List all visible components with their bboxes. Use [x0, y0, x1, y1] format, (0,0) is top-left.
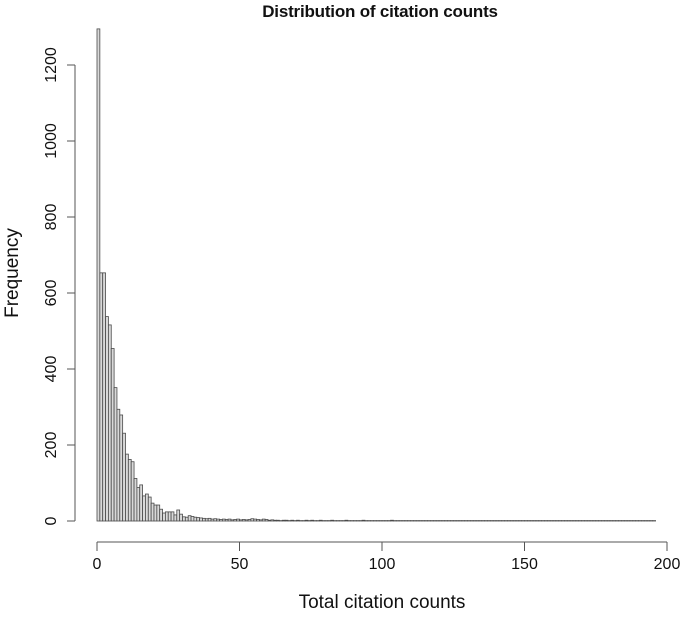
- x-tick-label: 0: [93, 556, 102, 573]
- histogram-bar: [110, 348, 115, 522]
- histogram-bar: [202, 517, 206, 522]
- histogram-bar: [296, 519, 300, 522]
- histogram-bar: [219, 519, 223, 522]
- histogram-bar: [116, 408, 121, 522]
- histogram-bar: [290, 519, 295, 522]
- histogram-bar: [145, 493, 149, 522]
- histogram-bar: [241, 519, 246, 522]
- histogram-bar: [147, 496, 152, 522]
- histogram-bar: [133, 478, 138, 522]
- x-tick-label: 150: [511, 556, 538, 573]
- x-tick-label: 50: [231, 556, 249, 573]
- histogram-bar: [99, 272, 104, 522]
- histogram-bar: [250, 518, 255, 522]
- x-tick-label: 100: [369, 556, 396, 573]
- histogram-bar: [216, 518, 220, 522]
- histogram-bar: [187, 515, 192, 522]
- y-tick-label: 400: [43, 356, 60, 383]
- histogram-bar: [310, 519, 314, 522]
- histogram-bar: [179, 513, 183, 522]
- x-axis: 0 50 100 150 200: [93, 541, 681, 573]
- x-axis-label: Total citation counts: [298, 592, 466, 613]
- histogram-bar: [113, 387, 118, 522]
- histogram-bar: [125, 453, 129, 522]
- histogram-bar: [256, 519, 260, 522]
- y-tick-label: 800: [43, 204, 60, 231]
- histogram-bar: [193, 516, 198, 522]
- histogram-bar: [207, 517, 212, 522]
- histogram-bar: [244, 519, 249, 522]
- histogram-bar: [264, 519, 269, 522]
- histogram-bar: [344, 519, 349, 522]
- chart-title: Distribution of citation counts: [262, 2, 498, 21]
- histogram-bar: [167, 511, 172, 522]
- histogram-bar: [102, 272, 106, 522]
- histogram-bar: [213, 518, 218, 522]
- histogram-bar: [273, 519, 277, 522]
- histogram-bar: [105, 316, 109, 522]
- histogram-bars: [96, 28, 656, 522]
- histogram-bar: [96, 28, 101, 522]
- histogram-bar: [196, 517, 200, 522]
- histogram-bar: [159, 508, 163, 522]
- histogram-bar: [284, 519, 289, 522]
- histogram-bar: [361, 519, 366, 522]
- histogram-bar: [190, 516, 195, 522]
- histogram-bar: [247, 519, 252, 522]
- y-tick-label: 1000: [43, 123, 60, 159]
- histogram-bar: [239, 519, 243, 522]
- histogram-bar: [184, 516, 189, 522]
- histogram-bar: [270, 519, 275, 522]
- histogram-bar: [182, 516, 186, 522]
- histogram-bar: [330, 519, 334, 522]
- histogram-bar: [230, 519, 235, 522]
- histogram-bar: [150, 502, 155, 522]
- histogram-bar: [281, 519, 286, 522]
- histogram-bar: [153, 504, 158, 522]
- histogram-bar: [156, 504, 161, 522]
- histogram-bar: [119, 414, 124, 522]
- y-axis: 0 200 400 600 800 1000 1200: [43, 47, 76, 525]
- histogram-bar: [236, 518, 240, 522]
- histogram-bar: [136, 487, 141, 522]
- histogram-bar: [221, 518, 226, 522]
- y-tick-label: 0: [43, 516, 60, 525]
- histogram-bar: [108, 324, 112, 522]
- histogram-bar: [233, 519, 238, 522]
- histogram-bar: [224, 519, 229, 522]
- histogram-bar: [261, 518, 266, 522]
- histogram-bar: [304, 519, 309, 522]
- histogram-bar: [176, 509, 181, 522]
- histogram-bar: [210, 518, 215, 522]
- histogram-bar: [130, 461, 135, 522]
- histogram-bar: [204, 518, 209, 522]
- histogram-bar: [139, 484, 143, 522]
- histogram-bar: [199, 517, 203, 522]
- histogram-bar: [276, 519, 280, 522]
- histogram-bar: [267, 519, 272, 522]
- histogram-bar: [259, 519, 263, 522]
- histogram-bar: [162, 512, 166, 522]
- y-tick-label: 1200: [43, 47, 60, 83]
- histogram-bar: [122, 432, 126, 522]
- histogram-bar: [390, 519, 394, 522]
- y-tick-label: 200: [43, 432, 60, 459]
- histogram-bar: [170, 511, 175, 522]
- y-tick-label: 600: [43, 280, 60, 307]
- histogram-bar: [164, 511, 169, 522]
- histogram-bar: [127, 459, 132, 522]
- histogram-bar: [227, 518, 232, 522]
- histogram-bar: [253, 518, 257, 522]
- x-tick-label: 200: [654, 556, 681, 573]
- histogram-bar: [142, 495, 146, 522]
- histogram-bar: [173, 514, 178, 522]
- histogram-bar: [318, 519, 323, 522]
